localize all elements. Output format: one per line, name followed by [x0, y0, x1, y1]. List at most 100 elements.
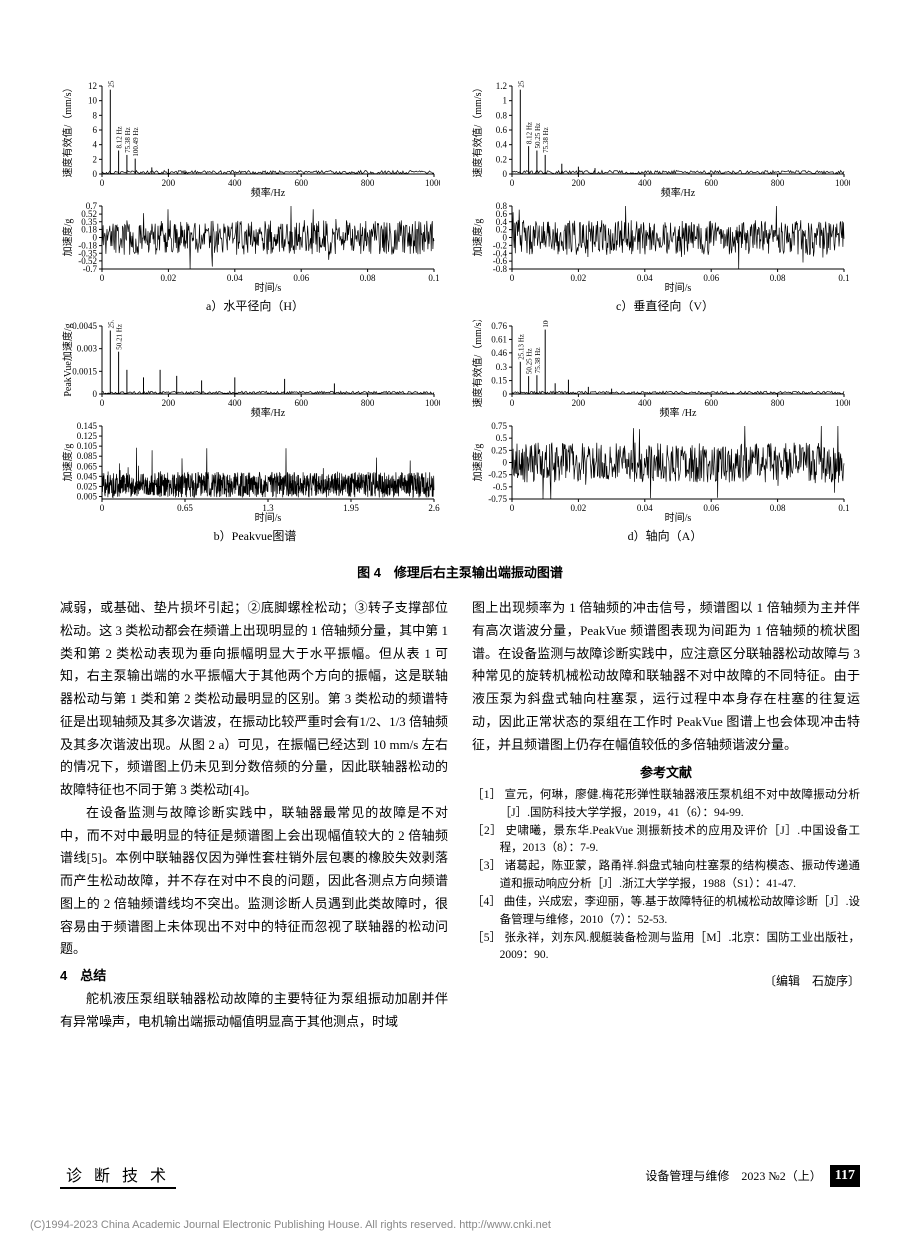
- svg-text:时间/s: 时间/s: [665, 511, 692, 524]
- svg-text:800: 800: [771, 398, 785, 408]
- svg-text:6: 6: [93, 125, 98, 135]
- svg-text:0.08: 0.08: [360, 273, 376, 283]
- reference-item: ［3］ 诸葛起，陈亚蒙，路甬祥.斜盘式轴向柱塞泵的结构模态、振动传递通道和振动响…: [472, 858, 860, 894]
- chart-d-waveform: 00.020.040.060.080.1-0.75-0.5-0.2500.250…: [470, 420, 860, 525]
- chart-b-waveform: 00.651.31.952.60.0050.0250.0450.0650.085…: [60, 420, 450, 525]
- svg-text:加速度/g: 加速度/g: [61, 444, 74, 482]
- svg-text:0.1: 0.1: [838, 503, 849, 513]
- svg-text:0.06: 0.06: [293, 273, 309, 283]
- svg-text:0: 0: [503, 169, 508, 179]
- references-heading: 参考文献: [472, 762, 860, 785]
- footer-journal-info: 设备管理与维修 2023 №2（上）: [645, 1167, 821, 1184]
- svg-text:0.04: 0.04: [637, 273, 653, 283]
- svg-text:0: 0: [100, 178, 105, 188]
- svg-text:加速度/g: 加速度/g: [471, 219, 484, 257]
- svg-text:-0.5: -0.5: [493, 482, 508, 492]
- svg-text:800: 800: [361, 178, 375, 188]
- svg-text:0: 0: [100, 503, 105, 513]
- svg-text:0.61: 0.61: [491, 334, 507, 344]
- svg-text:1000: 1000: [835, 178, 850, 188]
- footer-section-label: 诊 断 技 术: [60, 1162, 176, 1189]
- svg-text:600: 600: [704, 178, 718, 188]
- svg-text:0.08: 0.08: [770, 503, 786, 513]
- svg-text:0.3: 0.3: [496, 362, 508, 372]
- svg-text:400: 400: [638, 398, 652, 408]
- svg-text:1000: 1000: [425, 178, 440, 188]
- svg-text:0.65: 0.65: [177, 503, 193, 513]
- svg-text:50.21 Hz: 50.21 Hz: [116, 324, 124, 350]
- page-footer: 诊 断 技 术 设备管理与维修 2023 №2（上） 117: [60, 1162, 860, 1189]
- figure-caption: 图 4 修理后右主泵输出端振动图谱: [60, 562, 860, 581]
- svg-text:频率 /Hz: 频率 /Hz: [660, 406, 698, 419]
- chart-a-spectrum: 02004006008001000024681012频率/Hz速度有效值/（mm…: [60, 80, 450, 200]
- footer-right: 设备管理与维修 2023 №2（上） 117: [645, 1165, 860, 1187]
- svg-text:0.02: 0.02: [571, 503, 587, 513]
- svg-text:400: 400: [228, 178, 242, 188]
- svg-text:75.38 Hz: 75.38 Hz: [542, 127, 550, 153]
- svg-text:0.15: 0.15: [491, 376, 507, 386]
- svg-text:0: 0: [100, 398, 105, 408]
- svg-text:0.5: 0.5: [496, 433, 508, 443]
- svg-text:0.02: 0.02: [161, 273, 177, 283]
- svg-text:0: 0: [93, 389, 98, 399]
- svg-text:600: 600: [704, 398, 718, 408]
- reference-item: ［4］ 曲佳，兴成宏，李迎丽，等.基于故障特征的机械松动故障诊断［J］.设备管理…: [472, 894, 860, 930]
- reference-item: ［5］ 张永祥，刘东风.舰艇装备检测与监用［M］.北京：国防工业出版社，2009…: [472, 930, 860, 966]
- svg-text:0: 0: [510, 503, 515, 513]
- svg-text:0.005: 0.005: [77, 491, 98, 501]
- svg-text:0.46: 0.46: [491, 348, 507, 358]
- svg-text:0: 0: [510, 178, 515, 188]
- svg-text:1.3: 1.3: [262, 503, 274, 513]
- svg-text:0.1: 0.1: [838, 273, 849, 283]
- svg-text:0.08: 0.08: [770, 273, 786, 283]
- chart-c-spectrum: 0200400600800100000.20.40.60.811.2频率/Hz速…: [470, 80, 860, 200]
- svg-text:频率/Hz: 频率/Hz: [251, 406, 286, 419]
- paragraph: 舵机液压泵组联轴器松动故障的主要特征为泵组振动加剧并伴有异常噪声，电机输出端振动…: [60, 988, 448, 1034]
- svg-text:50.25 Hz: 50.25 Hz: [526, 348, 534, 374]
- svg-text:0.25: 0.25: [491, 445, 507, 455]
- section-heading-4: 4 总结: [60, 965, 448, 988]
- svg-text:25.09 Hz: 25.09 Hz: [107, 320, 115, 329]
- svg-text:8.12 Hz: 8.12 Hz: [116, 126, 124, 148]
- svg-text:200: 200: [162, 178, 176, 188]
- svg-text:时间/s: 时间/s: [255, 281, 282, 294]
- svg-text:频率/Hz: 频率/Hz: [251, 186, 286, 199]
- svg-text:12: 12: [88, 81, 97, 91]
- paragraph: 减弱，或基础、垫片损坏引起；②底脚螺栓松动；③转子支撑部位松动。这 3 类松动都…: [60, 597, 448, 802]
- svg-text:4: 4: [93, 140, 98, 150]
- svg-text:0.2: 0.2: [496, 154, 507, 164]
- svg-text:0.105: 0.105: [77, 441, 98, 451]
- svg-text:1000: 1000: [835, 398, 850, 408]
- svg-text:0.7: 0.7: [86, 201, 98, 211]
- svg-text:0.02: 0.02: [571, 273, 587, 283]
- svg-text:1: 1: [503, 96, 508, 106]
- svg-text:速度有效值/（mm/s）: 速度有效值/（mm/s）: [471, 320, 484, 408]
- chart-column-right: 0200400600800100000.20.40.60.811.2频率/Hz速…: [470, 80, 860, 550]
- subplot-label-b: b）Peakvue图谱: [60, 527, 450, 544]
- left-column: 减弱，或基础、垫片损坏引起；②底脚螺栓松动；③转子支撑部位松动。这 3 类松动都…: [60, 597, 448, 1033]
- svg-text:200: 200: [572, 178, 586, 188]
- svg-text:8.12 Hz: 8.12 Hz: [526, 122, 534, 144]
- svg-text:0.125: 0.125: [77, 431, 98, 441]
- svg-text:400: 400: [638, 178, 652, 188]
- svg-text:400: 400: [228, 398, 242, 408]
- svg-text:200: 200: [572, 398, 586, 408]
- subplot-label-d: d）轴向（A）: [470, 527, 860, 544]
- svg-text:0.06: 0.06: [703, 273, 719, 283]
- svg-text:75.38 Hz: 75.38 Hz: [534, 348, 542, 374]
- svg-text:0: 0: [510, 398, 515, 408]
- svg-text:100.49 Hz: 100.49 Hz: [132, 127, 140, 156]
- svg-text:50.25 Hz: 50.25 Hz: [534, 123, 542, 149]
- svg-text:0.025: 0.025: [77, 481, 98, 491]
- reference-item: ［2］ 史啸曦，景东华.PeakVue 测振新技术的应用及评价［J］.中国设备工…: [472, 823, 860, 859]
- svg-text:600: 600: [294, 178, 308, 188]
- svg-text:0.04: 0.04: [227, 273, 243, 283]
- subplot-label-a: a）水平径向（H）: [60, 297, 450, 314]
- svg-text:0.75: 0.75: [491, 421, 507, 431]
- figure-4-charts: 02004006008001000024681012频率/Hz速度有效值/（mm…: [60, 80, 860, 550]
- copyright-line: (C)1994-2023 China Academic Journal Elec…: [30, 1219, 551, 1231]
- svg-text:0: 0: [503, 389, 508, 399]
- svg-text:加速度/g: 加速度/g: [471, 444, 484, 482]
- svg-text:2.6: 2.6: [428, 503, 440, 513]
- svg-text:75.38 Hz: 75.38 Hz: [124, 127, 132, 153]
